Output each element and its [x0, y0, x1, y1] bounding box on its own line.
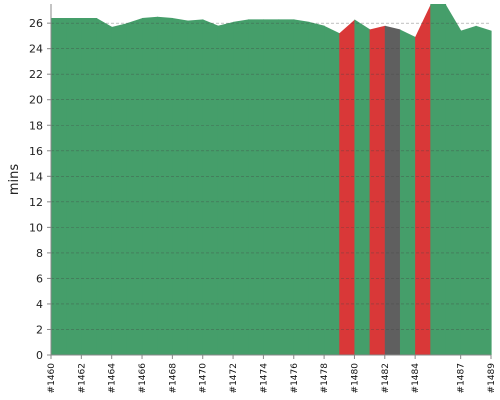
area-segment-success[interactable]: [111, 23, 128, 356]
area-segment-success[interactable]: [126, 18, 143, 355]
y-tick-label: 12: [29, 196, 43, 209]
area-segment-success[interactable]: [81, 18, 98, 355]
y-tick-label: 26: [29, 17, 43, 30]
y-tick-label: 6: [36, 272, 43, 285]
y-tick-label: 16: [29, 145, 43, 158]
x-tick-label: #1472: [229, 363, 239, 393]
x-tick-label: #1484: [411, 363, 421, 394]
x-tick-label: #1476: [290, 363, 300, 394]
y-tick-label: 20: [29, 94, 43, 107]
x-tick-label: #1470: [199, 363, 209, 394]
y-tick-label: 4: [36, 298, 43, 311]
area-segment-success[interactable]: [324, 25, 340, 355]
area-segment-success[interactable]: [248, 19, 265, 355]
area-segment-success[interactable]: [308, 21, 325, 356]
area-segment-success[interactable]: [430, 4, 447, 355]
x-tick-label: #1487: [457, 363, 467, 393]
x-tick-label: #1462: [77, 363, 87, 393]
y-tick-label: 0: [36, 349, 43, 362]
area-segment-success[interactable]: [96, 18, 113, 355]
y-tick-label: 22: [29, 68, 43, 81]
x-tick-label: #1482: [381, 363, 391, 393]
y-axis-title: mins: [7, 164, 22, 196]
y-tick-label: 10: [29, 221, 43, 234]
area-segment-failure[interactable]: [369, 25, 386, 355]
x-tick-label: #1464: [108, 363, 118, 394]
x-tick-label: #1460: [47, 363, 57, 394]
x-tick-label: #1478: [320, 363, 330, 394]
area-segment-success[interactable]: [172, 18, 189, 355]
area-segment-success[interactable]: [293, 19, 310, 355]
x-tick-label: #1489: [487, 363, 497, 394]
area-segment-success[interactable]: [475, 25, 492, 355]
area-segment-aborted[interactable]: [384, 25, 401, 355]
area-segment-success[interactable]: [202, 19, 219, 355]
area-segment-success[interactable]: [399, 29, 416, 355]
area-segment-success[interactable]: [445, 4, 462, 355]
y-tick-label: 2: [36, 323, 43, 336]
y-tick-label: 24: [29, 43, 43, 56]
x-tick-label: #1474: [259, 363, 269, 394]
y-tick-label: 14: [29, 170, 43, 183]
x-tick-label: #1480: [350, 363, 360, 394]
x-tick-label: #1466: [138, 363, 148, 394]
area-segment-failure[interactable]: [415, 4, 431, 355]
y-tick-label: 18: [29, 119, 43, 132]
area-segment-success[interactable]: [233, 19, 249, 355]
area-segment-success[interactable]: [263, 19, 280, 355]
area-segment-success[interactable]: [51, 18, 67, 355]
area-segment-success[interactable]: [142, 16, 158, 355]
area-segment-success[interactable]: [278, 19, 295, 355]
area-segment-success[interactable]: [217, 21, 234, 356]
area-segment-success[interactable]: [460, 25, 477, 355]
x-tick-label: #1468: [168, 363, 178, 394]
area-segment-success[interactable]: [354, 19, 371, 355]
area-segment-failure[interactable]: [339, 19, 356, 355]
area-segment-success[interactable]: [66, 18, 82, 355]
area-segment-success[interactable]: [157, 16, 173, 355]
area-segment-success[interactable]: [187, 19, 204, 355]
y-tick-label: 8: [36, 247, 43, 260]
